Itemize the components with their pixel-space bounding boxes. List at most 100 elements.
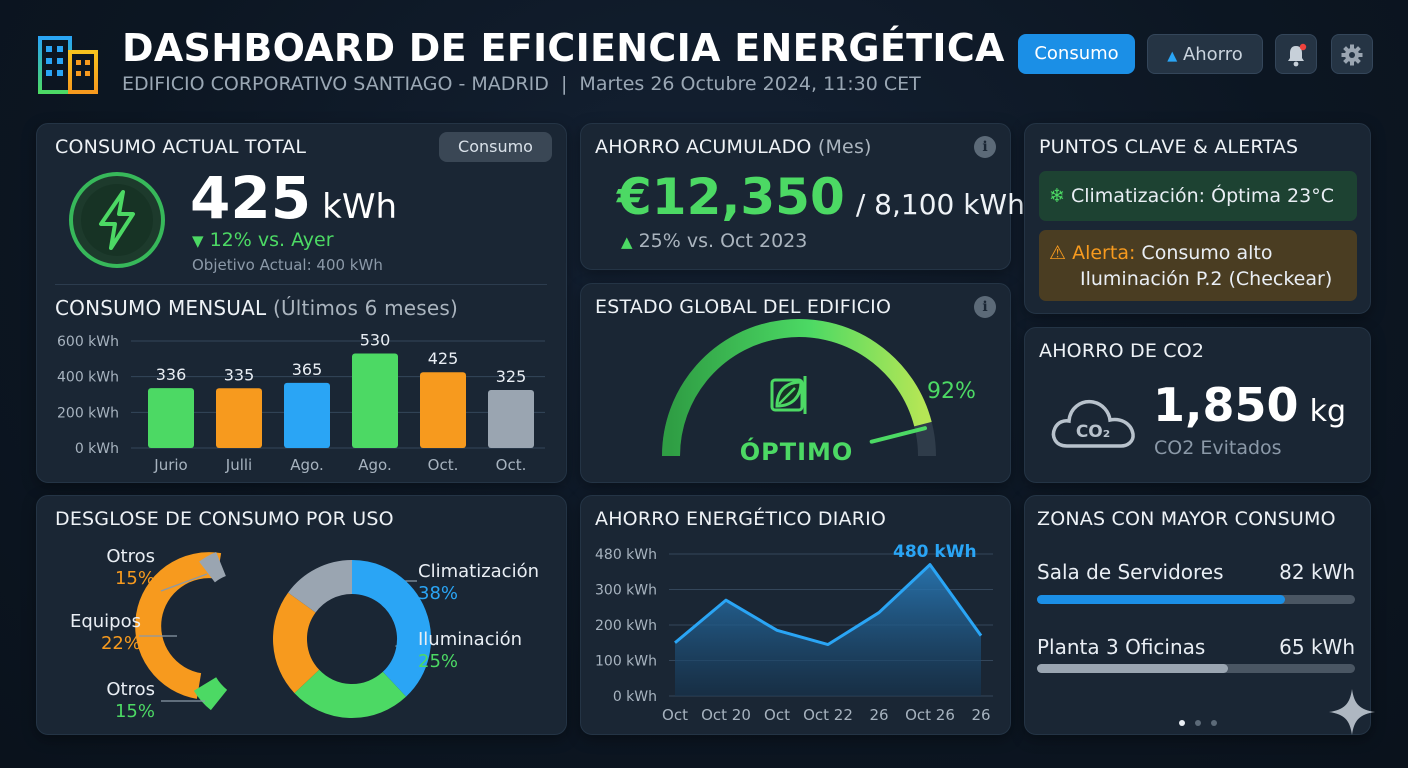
bar[interactable] (352, 353, 398, 448)
up-arrow-icon: ▲ (621, 233, 633, 251)
consumo-card: CONSUMO ACTUAL TOTAL Consumo 425 kWh ▼ 1… (36, 123, 567, 483)
warning-icon: ⚠ (1049, 242, 1067, 264)
bell-icon (1288, 43, 1307, 67)
x-tick-label: Oct 26 (905, 706, 955, 724)
ahorro-kwh: / 8,100 kWh (855, 188, 1025, 221)
zone-progress-fill (1037, 664, 1228, 673)
otros-gray-arc (199, 551, 227, 583)
gauge-percent: 92% (927, 379, 976, 404)
donut-slice[interactable] (351, 560, 431, 697)
ahorro-change: 25% vs. Oct 2023 (638, 230, 808, 252)
status-gauge (662, 319, 936, 457)
bar[interactable] (284, 382, 330, 448)
x-tick-label: 26 (971, 706, 990, 724)
bar[interactable] (488, 390, 534, 448)
consumo-change: 12% vs. Ayer (209, 229, 334, 251)
x-tick-label: Oct. (496, 456, 527, 474)
y-tick-label: 300 kWh (595, 583, 657, 599)
otros-green-arc (193, 676, 228, 711)
donut-slice[interactable] (273, 592, 320, 694)
area-fill (675, 564, 981, 696)
desglose-title: DESGLOSE DE CONSUMO POR USO (55, 508, 394, 530)
triangle-up-icon: ▲ (1167, 49, 1178, 64)
co2-value: 1,850 (1153, 378, 1299, 432)
lighting-alert[interactable]: ⚠ Alerta: Consumo alto Iluminación P.2 (… (1039, 230, 1357, 301)
gauge-fill (662, 319, 932, 457)
down-arrow-icon: ▼ (192, 232, 204, 250)
x-tick-label: Oct 20 (701, 706, 751, 724)
bar[interactable] (216, 388, 262, 448)
zonas-card: ZONAS CON MAYOR CONSUMO Sala de Servidor… (1024, 495, 1371, 735)
zone-value: 82 kWh (1279, 560, 1355, 584)
pagination-dots[interactable] (1179, 711, 1218, 730)
zonas-title: ZONAS CON MAYOR CONSUMO (1037, 508, 1336, 530)
x-tick-label: Julli (225, 456, 252, 474)
co2-card: AHORRO DE CO2 CO₂ 1,850 kg CO2 Evitados (1024, 327, 1371, 483)
y-tick-label: 0 kWh (75, 441, 119, 457)
lightning-icon (69, 172, 165, 268)
bar-value-label: 365 (292, 360, 323, 379)
page-dot[interactable] (1195, 720, 1202, 726)
x-tick-label: Oct (662, 706, 688, 724)
consumo-button[interactable]: Consumo (1018, 34, 1135, 74)
consumo-value: 425 (190, 164, 312, 232)
page-dot-active[interactable] (1179, 720, 1185, 726)
ahorro-acumulado-card: AHORRO ACUMULADO (Mes) i €12,350 / 8,100… (580, 123, 1025, 270)
x-tick-label: Ago. (290, 456, 323, 474)
bar-value-label: 336 (156, 365, 187, 384)
donut-label-iluminacion: Iluminación 25% (418, 629, 523, 672)
consumo-mensual-title: CONSUMO MENSUAL (Últimos 6 meses) (55, 296, 459, 320)
zone-progress-bar (1037, 595, 1355, 604)
ahorro-diario-title: AHORRO ENERGÉTICO DIARIO (595, 508, 887, 530)
x-tick-label: Ago. (358, 456, 391, 474)
y-tick-label: 400 kWh (57, 370, 119, 386)
gear-icon (1341, 44, 1363, 66)
monthly-bar-chart: 0 kWh 200 kWh 400 kWh 600 kWh 336 Jurio 335 Jul… (57, 330, 545, 474)
building-icon (38, 36, 98, 94)
y-tick-label: 200 kWh (57, 405, 119, 421)
climate-alert[interactable]: ❄ Climatización: Óptima 23°C (1039, 171, 1357, 221)
donut-slice[interactable] (288, 560, 353, 614)
co2-label: CO2 Evitados (1154, 437, 1282, 459)
notifications-button[interactable] (1275, 34, 1317, 74)
bar-value-label: 325 (496, 367, 527, 386)
bar[interactable] (148, 388, 194, 448)
gauge-needle (869, 426, 927, 444)
bar-value-label: 335 (224, 365, 255, 384)
leaf-icon (770, 376, 807, 414)
ahorro-button[interactable]: ▲ Ahorro (1147, 34, 1263, 74)
settings-button[interactable] (1331, 34, 1373, 74)
zone-item[interactable]: Sala de Servidores 82 kWh (1037, 560, 1355, 606)
puntos-clave-title: PUNTOS CLAVE & ALERTAS (1039, 136, 1299, 158)
consumo-badge[interactable]: Consumo (439, 132, 552, 162)
cloud-co2-icon: CO₂ (1051, 399, 1135, 448)
bar[interactable] (420, 372, 466, 448)
daily-area-chart: 0 kWh 100 kWh 200 kWh 300 kWh 480 kWh Oct Oct … (595, 547, 993, 724)
y-tick-label: 0 kWh (613, 689, 657, 705)
zone-item[interactable]: Planta 3 Oficinas 65 kWh (1037, 635, 1355, 681)
info-icon[interactable]: i (974, 296, 996, 318)
info-icon[interactable]: i (974, 136, 996, 158)
page-dot[interactable] (1211, 720, 1218, 726)
co2-unit: kg (1309, 394, 1347, 429)
zone-name: Planta 3 Oficinas (1037, 635, 1206, 659)
consumo-target: Objetivo Actual: 400 kWh (192, 256, 383, 274)
donut-label-climatizacion: Climatización 38% (418, 561, 539, 604)
page-title: DASHBOARD DE EFICIENCIA ENERGÉTICA (122, 26, 1005, 70)
donut-slice[interactable] (294, 669, 407, 718)
zone-value: 65 kWh (1279, 635, 1355, 659)
usage-donut-chart (135, 551, 431, 718)
desglose-card: DESGLOSE DE CONSUMO POR USO Otros 15% Eq… (36, 495, 567, 735)
svg-text:CO₂: CO₂ (1076, 422, 1110, 442)
peak-label: 480 kWh (893, 542, 977, 562)
consumo-actual-title: CONSUMO ACTUAL TOTAL (55, 136, 307, 158)
page-subtitle: EDIFICIO CORPORATIVO SANTIAGO - MADRID |… (122, 73, 921, 95)
donut-label-equipos: Equipos 22% (69, 611, 141, 654)
estado-global-title: ESTADO GLOBAL DEL EDIFICIO (595, 296, 892, 318)
y-tick-label: 100 kWh (595, 654, 657, 670)
ahorro-value: €12,350 (617, 168, 845, 226)
ahorro-acumulado-title: AHORRO ACUMULADO (Mes) (595, 136, 872, 158)
status-label: ÓPTIMO (739, 438, 854, 466)
x-tick-label: Oct 22 (803, 706, 853, 724)
consumo-unit: kWh (322, 187, 398, 227)
